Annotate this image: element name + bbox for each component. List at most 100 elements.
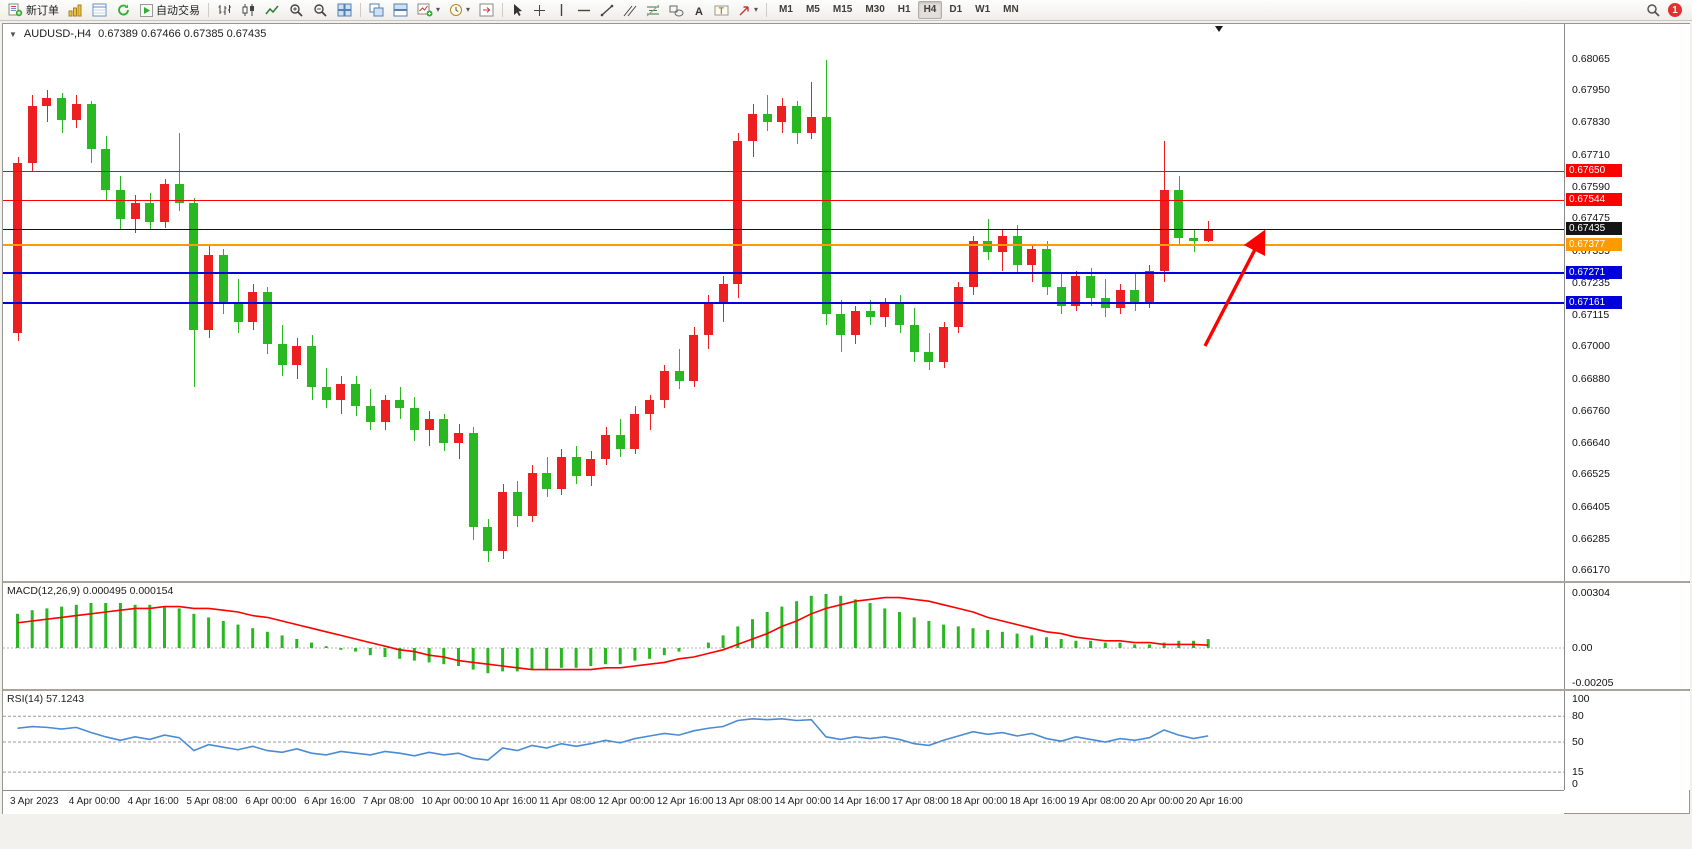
refresh-button[interactable] bbox=[112, 0, 135, 20]
timeframe-w1-button[interactable]: W1 bbox=[975, 4, 991, 15]
chart-shift-button[interactable] bbox=[475, 0, 498, 20]
refresh-icon bbox=[116, 3, 131, 17]
horizontal-line-object[interactable] bbox=[3, 199, 1564, 201]
timeframe-mn-button[interactable]: MN bbox=[1003, 4, 1019, 15]
cascade-windows-button[interactable] bbox=[365, 0, 388, 20]
time-axis-label: 13 Apr 08:00 bbox=[715, 796, 773, 807]
fibonacci-tool-button[interactable] bbox=[642, 0, 664, 20]
zoom-in-button[interactable] bbox=[285, 0, 308, 20]
candle-body bbox=[454, 432, 463, 444]
rsi-axis-label: 0 bbox=[1572, 778, 1578, 790]
horizontal-line-object[interactable] bbox=[3, 243, 1564, 246]
arrows-dropdown[interactable]: ▾ bbox=[734, 0, 762, 20]
candlestick-mode-button[interactable] bbox=[237, 0, 260, 20]
candle-body bbox=[762, 114, 772, 123]
timeframe-m1-button[interactable]: M1 bbox=[779, 4, 793, 15]
panel-separator[interactable] bbox=[3, 581, 1689, 583]
candle-body bbox=[1144, 270, 1154, 304]
candle-body bbox=[748, 114, 757, 142]
horizontal-line-object[interactable] bbox=[3, 272, 1564, 275]
candle-body bbox=[71, 103, 81, 120]
price-chart-area[interactable]: ▼ AUDUSD-,H4 0.67389 0.67466 0.67385 0.6… bbox=[3, 24, 1564, 581]
candle-body bbox=[586, 459, 596, 476]
tile-windows-button[interactable] bbox=[333, 0, 356, 20]
candle-body bbox=[953, 286, 963, 328]
channel-tool-button[interactable] bbox=[619, 0, 641, 20]
macd-panel[interactable]: MACD(12,26,9) 0.000495 0.000154 0.00304 0… bbox=[3, 583, 1690, 689]
timeframe-h4-button[interactable]: H4 bbox=[917, 1, 943, 19]
cursor-tool-button[interactable] bbox=[507, 0, 528, 20]
price-axis-label: 0.66170 bbox=[1572, 564, 1610, 577]
new-order-icon bbox=[8, 3, 23, 17]
trendline-tool-button[interactable] bbox=[596, 0, 618, 20]
horizontal-line-object[interactable] bbox=[3, 301, 1564, 304]
new-order-label: 新订单 bbox=[26, 5, 59, 17]
shapes-tool-button[interactable] bbox=[665, 0, 688, 20]
time-axis-label: 10 Apr 00:00 bbox=[421, 796, 479, 807]
rsi-axis-label: 80 bbox=[1572, 710, 1584, 723]
candle-body bbox=[380, 400, 390, 422]
candle-body bbox=[850, 311, 860, 336]
trend-arrow-annotation[interactable] bbox=[1203, 229, 1266, 347]
timeframe-m15-button[interactable]: M15 bbox=[832, 4, 853, 15]
vertical-line-tool-button[interactable] bbox=[551, 0, 572, 20]
notification-badge[interactable]: 1 bbox=[1668, 3, 1682, 17]
cascade-windows-icon bbox=[369, 3, 384, 17]
rsi-axis-label: 15 bbox=[1572, 766, 1584, 779]
data-window-button[interactable] bbox=[88, 0, 111, 20]
current-price-line[interactable] bbox=[3, 228, 1564, 230]
one-click-trading-toggle[interactable]: ▼ bbox=[9, 29, 17, 39]
price-axis-label: 0.67950 bbox=[1572, 84, 1610, 97]
candle-body bbox=[277, 343, 287, 366]
timeframe-m30-button[interactable]: M30 bbox=[865, 4, 885, 15]
market-watch-icon bbox=[68, 3, 83, 17]
arrange-horizontal-button[interactable] bbox=[389, 0, 412, 20]
timeframe-d1-button[interactable]: D1 bbox=[949, 4, 963, 15]
candle-body bbox=[659, 370, 669, 401]
toolbar-separator bbox=[208, 3, 209, 17]
clock-icon bbox=[449, 3, 463, 17]
horizontal-line-object[interactable] bbox=[3, 170, 1564, 172]
autotrading-button[interactable]: 自动交易 bbox=[136, 0, 204, 20]
time-axis-label: 4 Apr 00:00 bbox=[68, 796, 120, 807]
candle-body bbox=[101, 149, 111, 190]
candle-body bbox=[806, 117, 816, 134]
candle-body bbox=[718, 284, 728, 304]
candle-body bbox=[292, 346, 302, 366]
macd-axis-label: 0.00 bbox=[1572, 642, 1593, 654]
bar-chart-mode-button[interactable] bbox=[213, 0, 236, 20]
candle-body bbox=[468, 432, 478, 527]
time-axis: 3 Apr 2023 4 Apr 00:00 4 Apr 16:00 5 Apr 08… bbox=[3, 790, 1564, 814]
market-watch-button[interactable] bbox=[64, 0, 87, 20]
candle-body bbox=[792, 106, 802, 134]
horizontal-line-icon bbox=[577, 4, 591, 17]
chevron-down-icon: ▾ bbox=[466, 5, 471, 14]
candle-body bbox=[262, 292, 272, 344]
horizontal-line-tool-button[interactable] bbox=[573, 0, 595, 20]
zoom-in-icon bbox=[289, 3, 304, 17]
timeframe-m5-button[interactable]: M5 bbox=[805, 4, 820, 15]
new-chart-dropdown[interactable]: ▾ bbox=[413, 0, 444, 20]
line-chart-mode-button[interactable] bbox=[261, 0, 284, 20]
shapes-icon bbox=[669, 4, 684, 17]
text-label-tool-button[interactable]: T bbox=[710, 0, 733, 20]
chart-shift-marker[interactable] bbox=[1215, 26, 1223, 32]
line-price-tag: 0.67271 bbox=[1566, 266, 1622, 280]
candle-wick bbox=[987, 219, 989, 260]
zoom-out-button[interactable] bbox=[309, 0, 332, 20]
timeframe-h1-button[interactable]: H1 bbox=[897, 4, 911, 15]
price-axis-label: 0.67590 bbox=[1572, 181, 1610, 194]
rsi-label: RSI(14) 57.1243 bbox=[7, 693, 85, 705]
text-tool-button[interactable]: A bbox=[689, 0, 709, 20]
candle-body bbox=[27, 106, 37, 163]
new-order-button[interactable]: 新订单 bbox=[4, 0, 63, 20]
crosshair-tool-button[interactable] bbox=[529, 0, 550, 20]
search-button[interactable] bbox=[1642, 0, 1665, 20]
chevron-down-icon: ▾ bbox=[436, 5, 441, 14]
rsi-panel[interactable]: RSI(14) 57.1243 100 80 50 15 0 bbox=[3, 691, 1690, 790]
time-axis-label: 11 Apr 08:00 bbox=[539, 796, 596, 807]
panel-separator[interactable] bbox=[3, 689, 1689, 691]
symbol-period-label: AUDUSD-,H4 bbox=[23, 28, 92, 40]
time-axis-label: 12 Apr 16:00 bbox=[656, 796, 714, 807]
profiles-dropdown[interactable]: ▾ bbox=[445, 0, 474, 20]
